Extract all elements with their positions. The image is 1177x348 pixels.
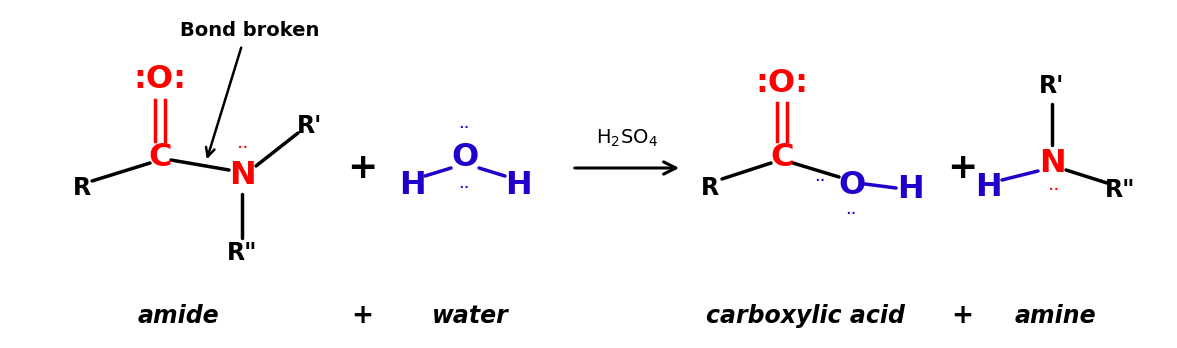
Text: H: H <box>897 174 924 206</box>
Text: +: + <box>347 151 377 185</box>
Text: carboxylic acid: carboxylic acid <box>705 304 904 328</box>
Text: R': R' <box>298 114 322 138</box>
Text: O: O <box>451 142 479 174</box>
Text: N: N <box>228 160 255 191</box>
Text: ··: ·· <box>458 179 470 197</box>
Text: H: H <box>399 171 425 201</box>
Text: H$_2$SO$_4$: H$_2$SO$_4$ <box>596 127 658 149</box>
Text: :O:: :O: <box>133 64 186 95</box>
Text: +: + <box>351 303 373 329</box>
Text: R': R' <box>1039 74 1065 98</box>
Text: R: R <box>701 176 719 200</box>
Text: ··: ·· <box>1048 182 1060 200</box>
Text: +: + <box>946 151 977 185</box>
Text: R": R" <box>1105 178 1136 202</box>
Text: amine: amine <box>1015 304 1096 328</box>
Text: R: R <box>73 176 91 200</box>
Text: O: O <box>838 171 865 201</box>
Text: amide: amide <box>138 304 219 328</box>
Text: +: + <box>951 303 973 329</box>
Text: C: C <box>770 142 793 174</box>
Text: ··: ·· <box>814 172 826 190</box>
Text: ··: ·· <box>458 119 470 137</box>
Text: R": R" <box>227 241 258 265</box>
Text: :O:: :O: <box>756 68 809 98</box>
Text: N: N <box>1038 148 1065 179</box>
Text: water: water <box>432 304 508 328</box>
Text: H: H <box>505 171 531 201</box>
Text: Bond broken: Bond broken <box>180 22 320 40</box>
Text: H: H <box>975 173 1002 204</box>
Text: ··: ·· <box>845 205 857 223</box>
Text: ··: ·· <box>237 140 250 158</box>
Text: C: C <box>148 142 172 174</box>
